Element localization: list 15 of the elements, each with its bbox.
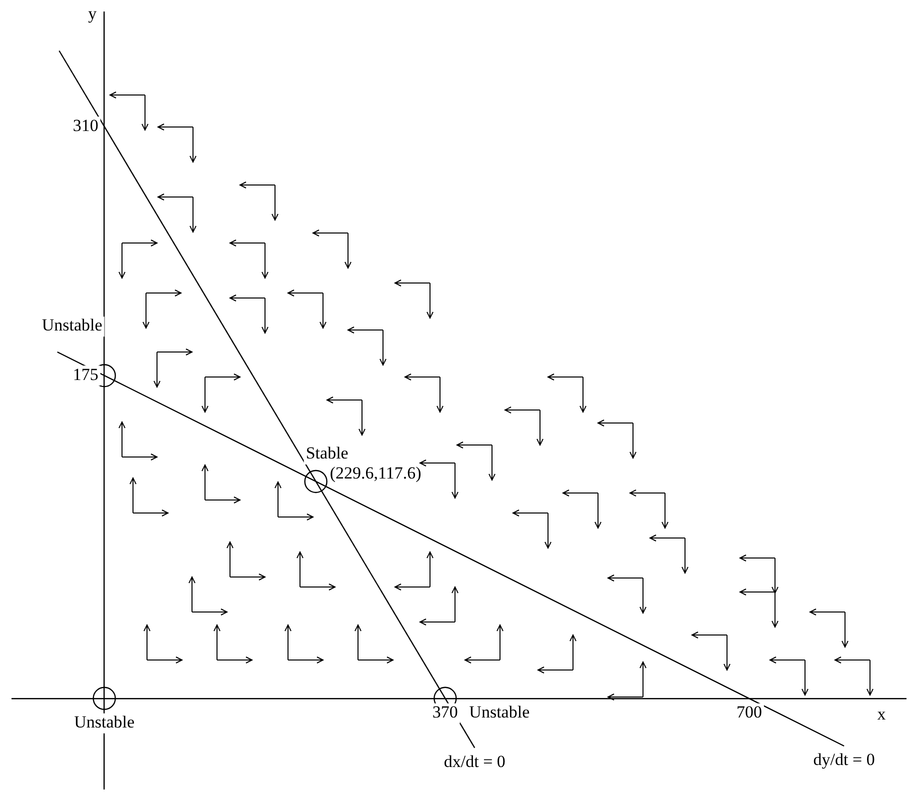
y-axis-title: y [88, 4, 98, 23]
annotation: Unstable [469, 702, 530, 722]
x-tick-label: 370 [432, 702, 458, 722]
x-axis-title: x [877, 704, 886, 724]
annotation: Unstable [42, 316, 102, 335]
annotation: Unstable [74, 712, 135, 732]
annotation: Stable [306, 443, 348, 462]
annotation: (229.6,117.6) [330, 463, 422, 482]
y-tick-label: 175 [72, 365, 98, 384]
point [92, 686, 116, 710]
x-tick-label: 700 [736, 702, 762, 722]
y-tick-label: 310 [72, 116, 98, 136]
point [304, 470, 328, 494]
annotation: dy/dt = 0 [813, 750, 875, 769]
annotation: dx/dt = 0 [444, 752, 506, 771]
